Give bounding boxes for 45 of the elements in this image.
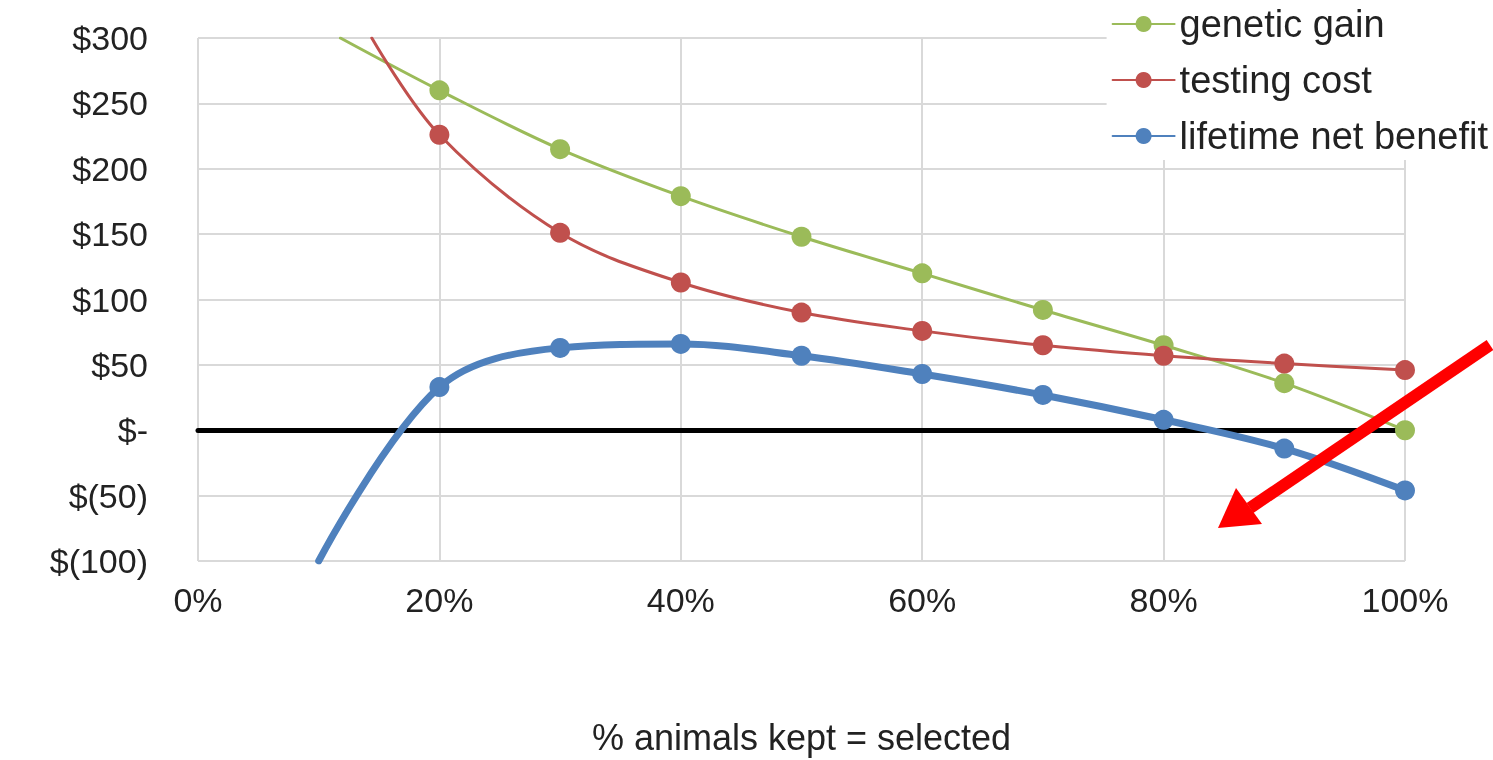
- point: [1153, 345, 1174, 366]
- point: [1032, 335, 1053, 356]
- x-tick-label: 0%: [173, 581, 223, 619]
- point: [912, 263, 933, 284]
- point: [912, 364, 933, 385]
- point: [429, 124, 450, 145]
- point: [1395, 480, 1415, 501]
- legend-label: genetic gain: [1179, 3, 1385, 45]
- y-tick-label: $150: [72, 215, 148, 254]
- point: [1032, 384, 1053, 405]
- point: [550, 139, 571, 160]
- point: [550, 222, 571, 243]
- point: [670, 272, 691, 293]
- x-tick-label: 80%: [1129, 581, 1198, 619]
- point: [1395, 360, 1415, 381]
- legend-label: testing cost: [1179, 59, 1373, 101]
- x-tick-label: 100%: [1361, 581, 1449, 619]
- point: [429, 377, 450, 398]
- y-tick-label: $200: [72, 149, 148, 188]
- x-tick-label: 60%: [888, 581, 957, 619]
- point: [1032, 299, 1053, 320]
- point: [1274, 438, 1295, 459]
- point: [912, 320, 933, 341]
- y-tick-label: $50: [91, 345, 148, 384]
- y-tick-label: $250: [72, 84, 148, 123]
- point: [791, 302, 812, 323]
- point: [1274, 373, 1295, 394]
- x-tick-label: 20%: [405, 581, 474, 619]
- y-tick-label: $100: [72, 280, 148, 319]
- point: [550, 337, 571, 358]
- y-tick-label: $(50): [68, 476, 148, 515]
- point: [1274, 353, 1295, 374]
- point: [670, 186, 691, 207]
- point: [791, 226, 812, 247]
- y-tick-label: $(100): [49, 542, 148, 580]
- point: [1395, 420, 1415, 441]
- point: [1153, 409, 1174, 430]
- legend-label: lifetime net benefit: [1179, 115, 1489, 157]
- y-tick-label: $-: [117, 411, 148, 450]
- point: [791, 345, 812, 366]
- y-tick-label: $300: [72, 19, 148, 57]
- point: [670, 333, 691, 354]
- x-axis-title: % animals kept = selected: [591, 716, 1012, 758]
- point: [429, 80, 450, 101]
- x-tick-label: 40%: [646, 581, 715, 619]
